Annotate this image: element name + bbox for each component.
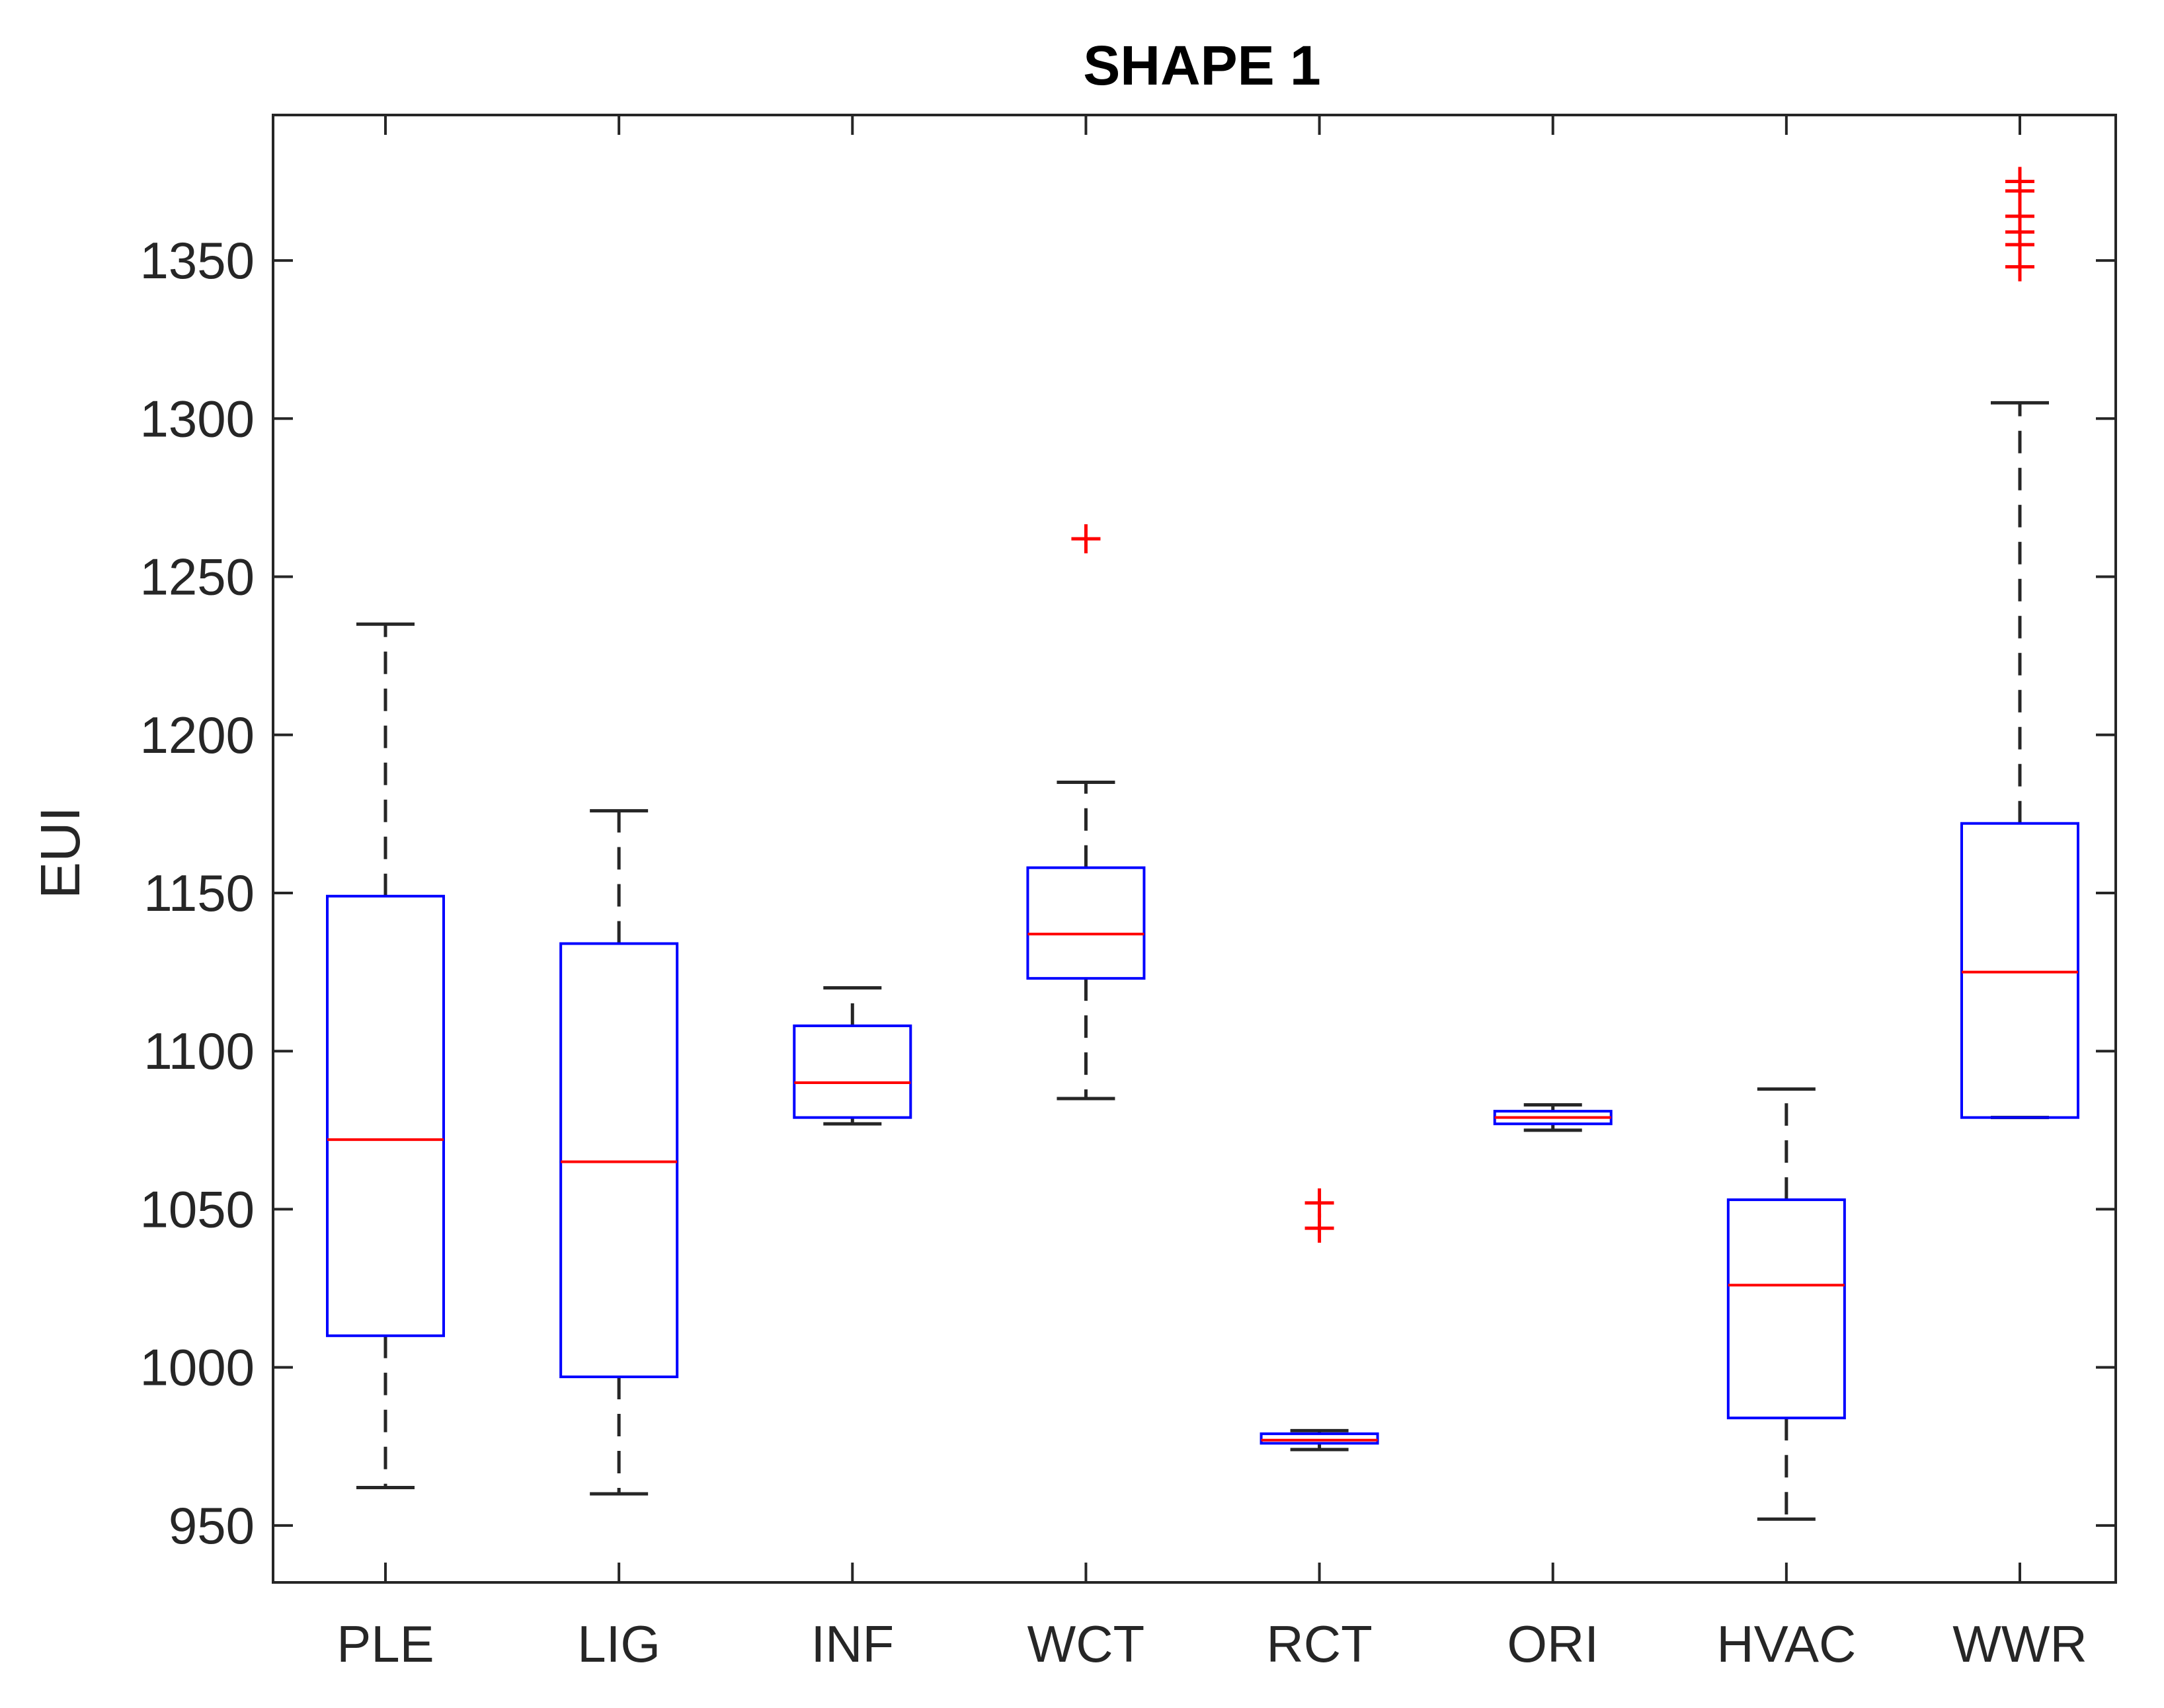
interquartile-box — [1726, 1198, 1846, 1420]
box-lig — [559, 809, 679, 1496]
plot-area-frame — [272, 114, 2117, 1584]
y-tick-label: 1250 — [140, 548, 255, 606]
chart-title: SHAPE 1 — [1083, 34, 1320, 97]
outlier-marker — [1071, 524, 1101, 554]
interquartile-box — [559, 942, 679, 1379]
x-tick-label: HVAC — [1716, 1615, 1856, 1673]
outlier-marker — [2005, 167, 2034, 196]
x-axis: PLE LIG INF WCT RCT ORI HVAC WWR — [337, 115, 2087, 1673]
interquartile-box — [326, 894, 445, 1337]
y-tick-label: 950 — [169, 1496, 255, 1555]
box-inf — [793, 986, 912, 1126]
interquartile-box — [1026, 866, 1146, 980]
y-axis-label: EUI — [29, 806, 91, 899]
y-axis: 950 1000 1050 1100 1150 1200 1250 1300 1350 — [140, 231, 2116, 1555]
y-tick-label: 1200 — [140, 706, 255, 764]
x-tick-label: ORI — [1507, 1615, 1599, 1673]
y-tick-label: 1300 — [140, 389, 255, 447]
y-tick-label: 1150 — [143, 864, 255, 922]
y-tick-label: 1050 — [140, 1180, 255, 1238]
outlier-marker — [1304, 1188, 1334, 1218]
box-rct — [1260, 1188, 1379, 1452]
outlier-marker — [1304, 1214, 1334, 1243]
y-tick-label: 1100 — [143, 1022, 255, 1080]
box-ple — [326, 622, 445, 1489]
box-wct — [1026, 524, 1146, 1101]
box-wwr — [1960, 167, 2079, 1120]
x-tick-label: INF — [811, 1615, 894, 1673]
outlier-marker — [2005, 202, 2034, 231]
interquartile-box — [1960, 822, 2079, 1119]
x-tick-label: PLE — [337, 1615, 434, 1673]
interquartile-box — [1260, 1432, 1379, 1445]
x-tick-label: RCT — [1266, 1615, 1372, 1673]
box-ori — [1493, 1103, 1613, 1132]
x-tick-label: WCT — [1027, 1615, 1145, 1673]
y-tick-label: 1000 — [140, 1339, 255, 1397]
x-tick-label: LIG — [577, 1615, 661, 1673]
interquartile-box — [793, 1024, 912, 1119]
y-tick-label: 1350 — [140, 231, 255, 290]
box-hvac — [1726, 1087, 1846, 1521]
x-tick-label: WWR — [1952, 1615, 2087, 1673]
box-series — [326, 167, 2079, 1521]
